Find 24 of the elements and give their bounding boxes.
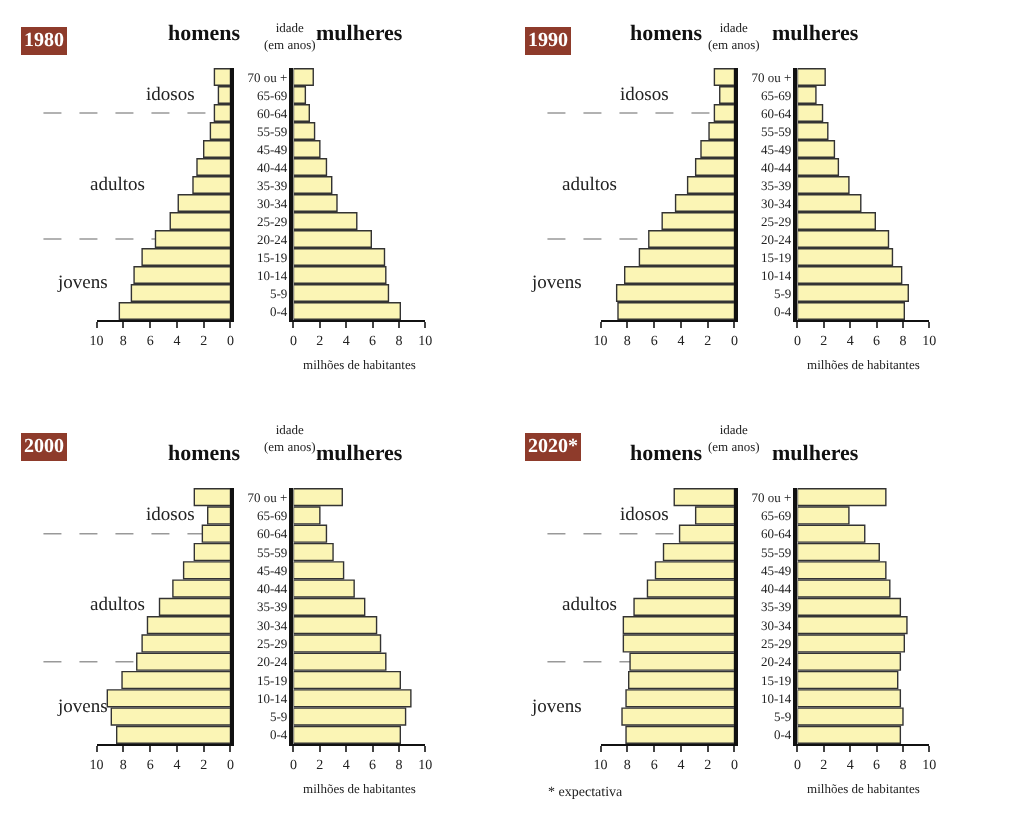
annotation: adultos xyxy=(562,176,618,196)
annotation: adultos xyxy=(562,596,618,616)
annotation: adultos xyxy=(90,176,146,196)
chart-title: mulheres xyxy=(316,442,404,466)
text: jovens xyxy=(530,698,583,718)
annotation: jovens xyxy=(56,698,109,718)
annotation: idosos xyxy=(146,86,196,106)
annotation: idosos xyxy=(620,86,670,106)
chart-title: homens xyxy=(168,22,242,46)
chart-title: mulheres xyxy=(316,22,404,46)
chart-title: homens xyxy=(168,442,242,466)
chart-title: mulheres xyxy=(772,442,860,466)
text: 1980 xyxy=(24,30,64,52)
chart-title: mulheres xyxy=(772,22,860,46)
chart-title: homens xyxy=(630,442,704,466)
chart-title: homens xyxy=(630,22,704,46)
annotation: idosos xyxy=(146,506,196,526)
text: 2000 xyxy=(24,436,64,458)
text: 1990 xyxy=(528,30,568,52)
annotation: jovens xyxy=(56,274,109,294)
annotation: adultos xyxy=(90,596,146,616)
text: jovens xyxy=(530,274,583,294)
annotation: idosos xyxy=(620,506,670,526)
text: 2020* xyxy=(528,436,578,458)
